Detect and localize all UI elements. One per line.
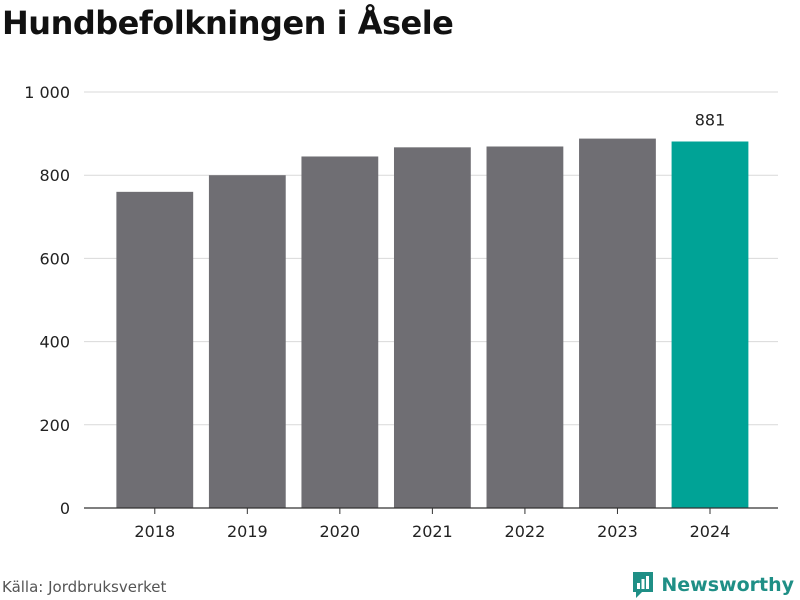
brand-logo: Newsworthy <box>631 570 794 600</box>
y-tick-label: 600 <box>39 249 70 268</box>
x-axis-ticks: 2018 2019 2020 2021 2022 2023 2024 <box>134 508 730 541</box>
x-tick-label: 2018 <box>134 522 175 541</box>
x-tick-label: 2021 <box>412 522 453 541</box>
bar-2021 <box>393 147 471 508</box>
x-tick-label: 2019 <box>227 522 268 541</box>
bar-2019 <box>208 175 286 508</box>
x-tick-label: 2023 <box>597 522 638 541</box>
bar-2024 <box>671 141 749 508</box>
bar-2018 <box>116 191 194 508</box>
source-note: Källa: Jordbruksverket <box>2 578 167 596</box>
x-tick-label: 2020 <box>319 522 360 541</box>
y-tick-label: 200 <box>39 416 70 435</box>
chart-title: Hundbefolkningen i Åsele <box>2 4 454 42</box>
data-label-2024: 881 <box>695 111 726 130</box>
y-tick-label: 400 <box>39 333 70 352</box>
x-tick-label: 2022 <box>505 522 546 541</box>
bar-2020 <box>301 156 379 509</box>
bar-2023 <box>579 138 656 509</box>
data-labels: 881 <box>695 111 726 130</box>
bar-2022 <box>486 146 564 508</box>
y-tick-label: 0 <box>60 499 70 518</box>
brand-name: Newsworthy <box>661 574 794 596</box>
y-axis-ticks: 0 200 400 600 800 1 000 <box>24 83 70 518</box>
newsworthy-logo-icon <box>631 570 655 600</box>
bars <box>116 138 749 509</box>
y-tick-label: 1 000 <box>24 83 70 102</box>
y-tick-label: 800 <box>39 166 70 185</box>
x-tick-label: 2024 <box>690 522 731 541</box>
